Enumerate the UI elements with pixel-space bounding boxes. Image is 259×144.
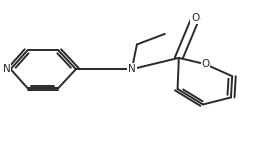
Text: N: N [3, 64, 11, 74]
Text: N: N [128, 64, 136, 74]
Text: O: O [191, 13, 199, 23]
Text: O: O [202, 59, 210, 69]
